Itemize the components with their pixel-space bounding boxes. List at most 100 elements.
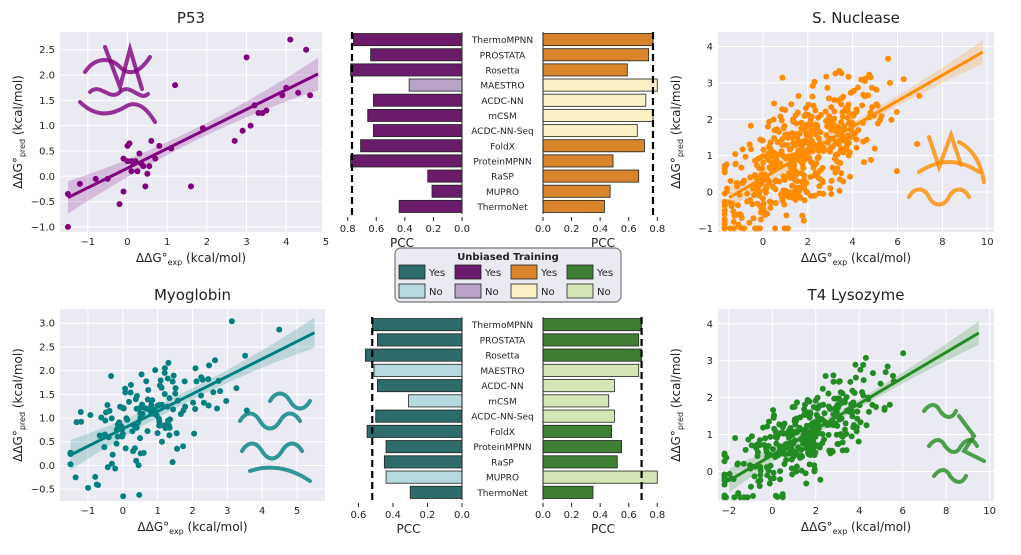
data-point (836, 378, 843, 385)
data-point (181, 378, 188, 385)
y-tick-label: 2.5 (39, 45, 55, 56)
data-point (161, 391, 168, 398)
y-tick-label: 0.0 (39, 172, 55, 183)
bar-mCSM (367, 108, 463, 122)
data-point (123, 415, 130, 422)
method-label: Rosetta (485, 352, 519, 362)
x-tick-label: 1 (154, 506, 160, 517)
data-point (757, 463, 764, 470)
data-point (848, 120, 855, 127)
bar-Rosetta (542, 63, 628, 77)
data-point (772, 492, 779, 499)
data-point (793, 399, 800, 406)
data-point (817, 476, 824, 483)
data-point (848, 401, 855, 408)
data-point (799, 212, 806, 219)
data-point (812, 397, 819, 404)
data-point (134, 168, 141, 175)
data-point (214, 405, 221, 412)
x-tick-label: 5 (323, 237, 329, 248)
data-point (303, 46, 310, 53)
data-point (798, 446, 805, 453)
data-point (863, 422, 870, 429)
data-point (792, 142, 799, 149)
data-point (742, 153, 749, 160)
data-point (788, 456, 795, 463)
data-point (126, 398, 133, 405)
data-point (180, 443, 187, 450)
data-point (885, 55, 892, 62)
data-point (900, 350, 907, 357)
method-label: mCSM (488, 112, 517, 122)
data-point (838, 95, 845, 102)
data-point (228, 318, 235, 325)
x-tick-label: 6 (894, 237, 900, 248)
data-point (791, 166, 798, 173)
data-point (729, 200, 736, 207)
data-point (841, 137, 848, 144)
data-point (146, 163, 153, 170)
data-point (869, 370, 876, 377)
x-tick-label: 0.4 (397, 224, 413, 235)
grid (718, 309, 994, 501)
data-point (873, 86, 880, 93)
data-point (801, 411, 808, 418)
data-point (740, 460, 747, 467)
protein-ribbon (268, 391, 312, 411)
data-point (886, 79, 893, 86)
legend-swatch-no (566, 283, 594, 299)
data-point (801, 197, 808, 204)
data-point (820, 436, 827, 443)
data-point (96, 432, 103, 439)
data-point (170, 372, 177, 379)
bar-chart-bars_snuclease: 0.0 0.2 0.4 0.6 0.8 PCC (535, 32, 665, 250)
data-point (727, 225, 734, 232)
data-point (815, 414, 822, 421)
data-point (777, 476, 784, 483)
method-label: MUPRO (486, 474, 519, 484)
data-point (243, 54, 250, 61)
y-tick-label: −1 (698, 224, 713, 235)
y-tick-label: −0.5 (31, 197, 55, 208)
y-tick-label: 1.5 (39, 390, 55, 401)
protein-structure-icon (238, 391, 312, 483)
data-point (789, 404, 796, 411)
x-tick-label: 0.2 (425, 224, 441, 235)
data-point (803, 480, 810, 487)
data-point (827, 450, 834, 457)
data-point (840, 178, 847, 185)
bar-RaSP (542, 169, 640, 183)
data-point (860, 377, 867, 384)
data-point (838, 118, 845, 125)
data-point (788, 101, 795, 108)
data-point (734, 460, 741, 467)
data-point (136, 150, 143, 157)
x-tick-label: 0.0 (454, 224, 470, 235)
data-point (152, 367, 159, 374)
data-point (767, 475, 774, 482)
y-tick-label: 2.0 (39, 366, 55, 377)
x-axis-label: ΔΔG°exp (kcal/mol) (136, 251, 246, 267)
data-point (757, 216, 764, 223)
data-point (811, 418, 818, 425)
x-tick-label: 0.6 (368, 224, 384, 235)
data-point (888, 116, 895, 123)
data-point (721, 472, 728, 479)
regression-line (67, 72, 319, 199)
data-point (852, 361, 859, 368)
data-point (170, 406, 177, 413)
y-tick-label: 2 (707, 115, 713, 126)
data-point (144, 428, 151, 435)
data-point (835, 141, 842, 148)
data-point (825, 390, 832, 397)
data-point (766, 480, 773, 487)
data-point (206, 362, 213, 369)
method-label: PROSTATA (480, 51, 527, 61)
data-point (307, 92, 314, 99)
data-point (797, 141, 804, 148)
data-point (798, 170, 805, 177)
data-point (793, 463, 800, 470)
data-point (157, 377, 164, 384)
bar-mCSM (408, 394, 463, 408)
x-tick-label: 0.4 (592, 510, 608, 521)
